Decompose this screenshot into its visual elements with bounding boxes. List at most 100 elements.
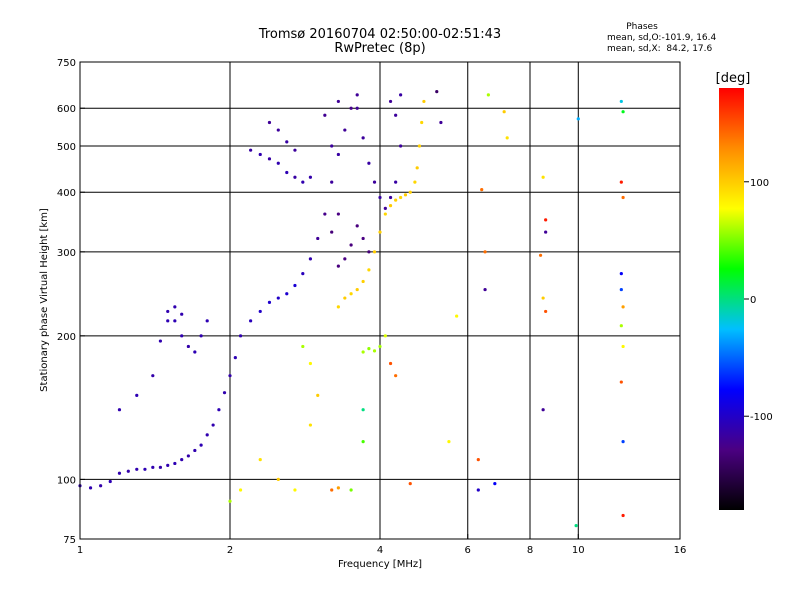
data-point [88, 486, 93, 490]
data-point [193, 350, 197, 354]
data-point [258, 458, 262, 462]
data-point [349, 243, 353, 247]
data-point [258, 152, 262, 157]
data-point [349, 488, 353, 492]
data-point [355, 106, 359, 110]
data-point [544, 230, 548, 234]
data-point [180, 334, 184, 338]
data-point [323, 212, 327, 216]
data-point [505, 136, 509, 140]
data-point [476, 488, 480, 492]
data-point [222, 391, 227, 395]
data-point [544, 309, 548, 314]
data-point [447, 440, 451, 444]
y-axis-label: Stationary phase Virtual Height [km] [39, 208, 50, 392]
data-point [228, 499, 232, 503]
x-tick-label: 4 [377, 545, 383, 556]
phases-mean-x: mean, sd,X: 84.2, 17.6 [607, 44, 713, 54]
data-point [619, 287, 623, 292]
ticks-layer: 1 2 4 6 8 10 16 75 100 200 300 400 500 600 750 [57, 58, 686, 556]
data-point [394, 113, 398, 117]
data-point [621, 305, 625, 309]
data-point [621, 513, 625, 518]
data-point [186, 344, 190, 349]
data-point [355, 93, 359, 97]
data-point [361, 279, 365, 284]
y-tick-label: 400 [57, 188, 76, 199]
data-point [308, 423, 313, 427]
data-point [158, 465, 163, 469]
data-point [336, 152, 340, 157]
data-point [258, 309, 262, 314]
data-point [173, 461, 177, 466]
data-point [316, 393, 320, 398]
data-point [621, 440, 625, 444]
data-point [308, 361, 313, 366]
data-point [267, 300, 272, 305]
data-point [367, 347, 371, 351]
data-point [285, 292, 289, 296]
data-point [544, 218, 548, 222]
data-point [361, 136, 365, 140]
data-point [301, 180, 305, 184]
x-tick-label: 8 [527, 545, 533, 556]
data-point [336, 486, 340, 490]
data-point [621, 344, 625, 349]
chart-subtitle: RwPretec (8p) [334, 41, 426, 56]
data-point [399, 93, 403, 97]
data-point [166, 463, 170, 467]
data-point [99, 484, 103, 488]
data-point [323, 113, 327, 117]
data-point [361, 440, 365, 444]
data-point [621, 195, 625, 200]
data-point [135, 467, 139, 471]
data-point [408, 481, 412, 486]
data-point [249, 148, 253, 152]
data-point [205, 433, 209, 437]
y-tick-label: 500 [57, 142, 76, 153]
data-point [399, 144, 403, 148]
colorbar [719, 88, 744, 510]
data-point [399, 195, 403, 200]
data-point [361, 408, 365, 412]
data-point [301, 344, 305, 349]
data-point [621, 110, 625, 114]
data-point [394, 198, 398, 202]
data-point [439, 120, 443, 125]
data-point [186, 454, 190, 458]
y-tick-label: 200 [57, 332, 76, 343]
data-point [249, 319, 253, 323]
grid-layer [80, 62, 680, 539]
data-point [619, 180, 623, 184]
data-point [267, 157, 272, 161]
data-point [308, 175, 313, 179]
data-point [378, 230, 382, 234]
data-point [267, 120, 272, 125]
data-point [372, 180, 377, 184]
data-point [403, 193, 408, 197]
data-point [293, 148, 297, 152]
points-layer [78, 90, 625, 528]
data-point [301, 272, 305, 276]
data-point [199, 443, 203, 447]
data-point [193, 448, 197, 453]
data-point [415, 166, 419, 170]
data-point [276, 128, 280, 132]
data-point [417, 144, 422, 148]
colorbar-ticks: 100 0 -100 [744, 178, 773, 423]
y-tick-label: 300 [57, 248, 76, 259]
data-point [158, 339, 163, 343]
data-point [217, 408, 221, 412]
data-point [117, 408, 122, 412]
data-point [480, 188, 484, 192]
data-point [336, 264, 340, 268]
phases-mean-o: mean, sd,O:-101.9, 16.4 [607, 33, 717, 43]
colorbar-tick-label: 100 [750, 178, 769, 189]
data-point [541, 296, 545, 300]
data-point [388, 203, 393, 208]
data-point [413, 180, 417, 184]
data-point [336, 305, 340, 309]
x-tick-label: 1 [77, 545, 83, 556]
data-point [293, 175, 297, 179]
